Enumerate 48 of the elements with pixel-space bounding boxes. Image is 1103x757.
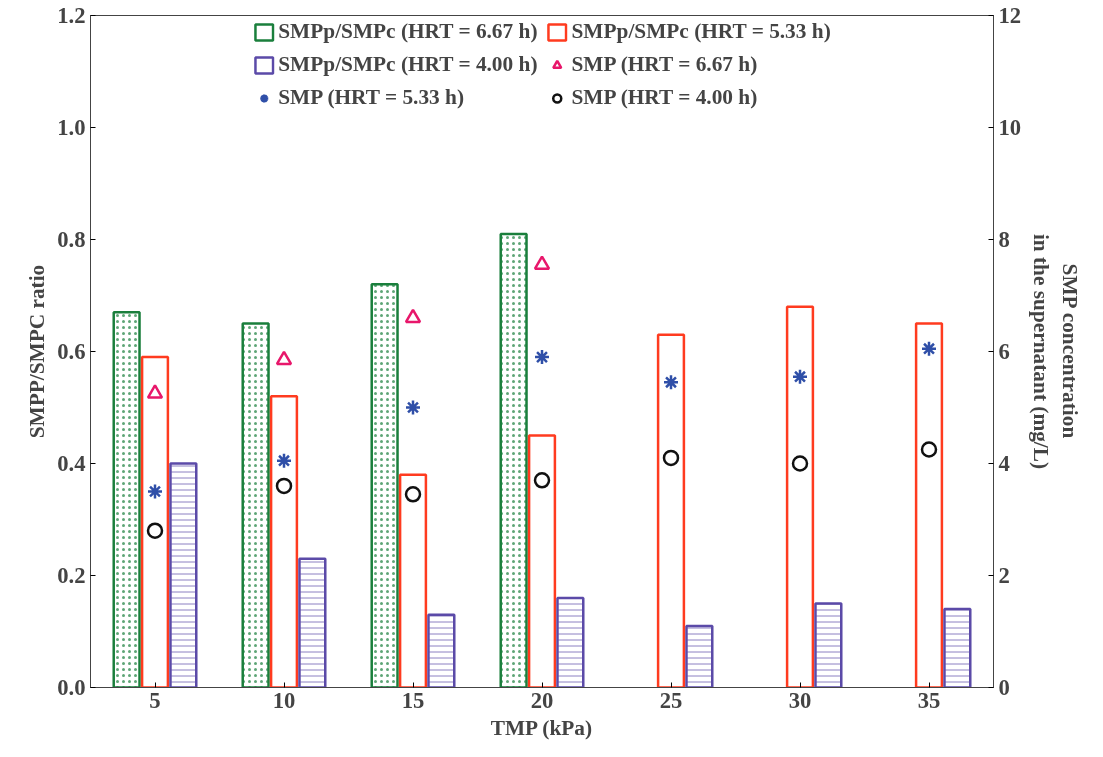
point [662,449,680,467]
point [662,374,680,391]
y-tick-label: 0.0 [57,675,86,700]
point [920,340,938,357]
y-axis-title: SMPP/SMPC ratio [25,264,50,439]
y-tick-label: 1.0 [57,115,86,140]
x-tick-label: 15 [401,687,425,713]
x-tick-label: 20 [530,687,554,713]
y-tick-label: 0.4 [57,451,86,476]
legend-label: SMPp/SMPc (HRT = 4.00 h) [278,52,538,77]
x-tick-label: 5 [149,687,161,713]
legend-label: SMPp/SMPc (HRT = 6.67 h) [278,19,538,44]
point [146,522,164,539]
legend-label: SMP (HRT = 6.67 h) [571,52,758,77]
y2-axis-title: SMP concentration in the supernatant (mg/L) [1029,233,1082,470]
x-tick-label: 30 [788,687,812,713]
y2-tick-label: 10 [998,115,1022,140]
legend-label: SMPp/SMPc (HRT = 5.33 h) [571,19,831,44]
x-tick-label: 35 [917,687,941,713]
y-tick-label: 0.6 [57,339,86,364]
point [533,255,551,270]
point [275,452,293,469]
point [146,384,164,399]
x-tick-label: 10 [272,687,296,713]
y2-tick-label: 8 [998,227,1010,252]
y2-tick-label: 2 [998,563,1010,588]
y2-tick-label: 4 [998,451,1010,476]
point [275,350,293,366]
y2-tick-label: 6 [998,339,1010,364]
y2-tick-label: 0 [998,675,1010,700]
x-axis-title: TMP (kPa) [490,715,593,740]
y-tick-label: 0.8 [57,227,86,252]
point [404,486,422,503]
y-tick-label: 1.2 [57,3,86,28]
point [404,399,422,416]
point [275,477,293,495]
point [533,472,551,489]
legend-label: SMP (HRT = 5.33 h) [278,85,465,110]
x-tick-label: 25 [659,687,683,713]
point [404,308,422,324]
y-tick-label: 0.2 [57,563,86,588]
point [146,483,164,500]
point [533,348,551,366]
point [920,441,938,458]
point [791,368,809,385]
point [791,455,809,472]
y2-tick-label: 12 [998,3,1022,28]
legend-label: SMP (HRT = 4.00 h) [571,85,758,110]
